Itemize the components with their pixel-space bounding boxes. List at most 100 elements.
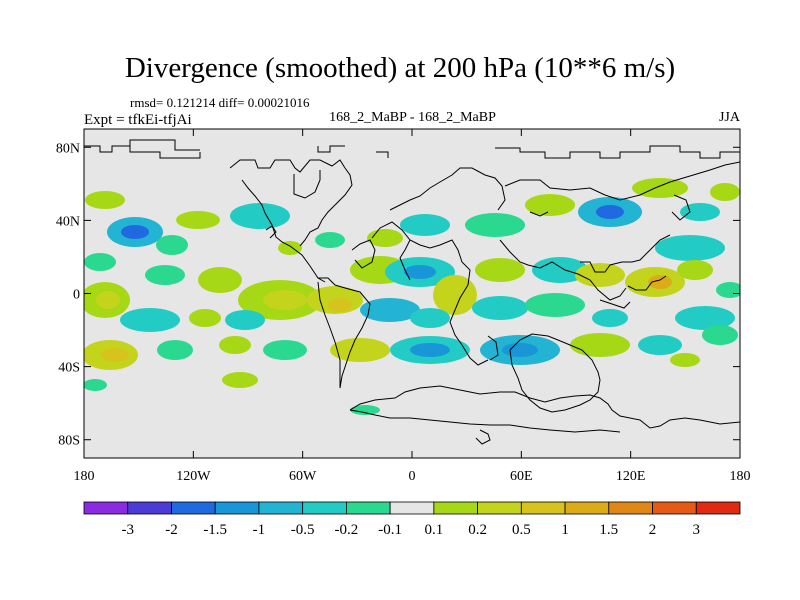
convergence-patch (592, 309, 628, 327)
colorbar-box (83, 501, 129, 515)
colorbar-label: 2 (649, 522, 657, 538)
convergence-core (596, 205, 624, 219)
colorbar-box (477, 501, 522, 515)
coastline (475, 429, 491, 445)
coastline (529, 211, 549, 217)
colorbar-box (214, 501, 260, 515)
convergence-patch (230, 203, 290, 229)
lat-tick-label: 40N (56, 214, 80, 229)
divergence-core (328, 298, 352, 312)
divergence-patch (278, 241, 302, 255)
divergence-patch (433, 275, 477, 315)
divergence-patch (85, 191, 125, 209)
colorbar-box (564, 501, 610, 515)
divergence-patch (219, 336, 251, 354)
colorbar-label: 0.2 (468, 522, 487, 538)
colorbar-box (258, 501, 304, 515)
lon-tick-label: 180 (74, 469, 95, 480)
colorbar-label: -0.1 (378, 522, 402, 538)
divergence-map: 80N 40N 0 40S 80S 180 120W 60W 0 60E 120E 180 (56, 128, 751, 480)
lon-tick-label: 60E (510, 469, 533, 480)
colorbar-box (608, 501, 653, 515)
convergence-patch (84, 379, 107, 391)
lon-tick-label: 120E (616, 469, 646, 480)
divergence-patch (632, 178, 688, 198)
convergence-patch (472, 296, 528, 320)
coastlines (84, 139, 740, 445)
convergence-core (121, 225, 149, 239)
colorbar-label: 0.5 (512, 522, 531, 538)
coastline (318, 277, 371, 389)
colorbar-label: -3 (121, 522, 134, 538)
divergence-patch (525, 194, 575, 216)
latitude-axis: 80N 40N 0 40S 80S (56, 141, 740, 449)
convergence-core (502, 343, 538, 357)
colorbar-box (520, 501, 566, 515)
coastline (487, 335, 499, 361)
divergence-patch (575, 263, 625, 287)
divergence-patch (198, 267, 242, 293)
divergence-core (101, 348, 129, 362)
coastline (299, 167, 353, 247)
coastline (376, 151, 389, 158)
divergence-field (84, 178, 740, 415)
coastline (627, 275, 667, 291)
lon-tick-label: 180 (730, 469, 751, 480)
convergence-patch (400, 214, 450, 236)
divergence-patch (570, 333, 630, 357)
colorbar-label: -0.2 (335, 522, 359, 538)
coastline (671, 194, 691, 221)
divergence-patch (222, 372, 258, 388)
convergence-patch (225, 310, 265, 330)
coastline (349, 409, 621, 433)
colorbar-label: 1.5 (599, 522, 618, 538)
convergence-core (410, 343, 450, 357)
coastline (495, 145, 740, 159)
convergence-patch (638, 335, 682, 355)
coastline (389, 167, 506, 211)
colorbar-label: 1 (561, 522, 569, 538)
convergence-patch (525, 293, 585, 317)
lat-tick-label: 80N (56, 141, 80, 156)
lon-tick-label: 0 (409, 469, 416, 480)
coastline (499, 239, 627, 301)
divergence-patch (189, 309, 221, 327)
coastline (351, 239, 376, 269)
convergence-patch (532, 257, 588, 283)
coastline (293, 170, 321, 199)
convergence-patch (84, 253, 116, 271)
divergence-core (96, 291, 120, 309)
coastline (580, 234, 671, 273)
colorbar-label: -0.5 (291, 522, 315, 538)
coastline (241, 179, 326, 283)
convergence-patch (410, 308, 450, 328)
colorbar-box (652, 501, 697, 515)
convergence-patch (675, 306, 735, 330)
coastline (229, 159, 346, 173)
lat-tick-label: 0 (73, 288, 80, 303)
convergence-patch (120, 308, 180, 332)
convergence-patch (157, 340, 193, 360)
coastline (265, 225, 277, 239)
rmsd-diff-stats: rmsd= 0.121214 diff= 0.00021016 (130, 95, 310, 110)
convergence-patch (702, 325, 738, 345)
divergence-patch (176, 211, 220, 229)
chart-title: Divergence (smoothed) at 200 hPa (10**6 … (124, 52, 676, 84)
colorbar-label: -2 (165, 522, 178, 538)
divergence-patch (670, 353, 700, 367)
colorbar-label: -1.5 (203, 522, 227, 538)
coastline (317, 281, 341, 388)
season-label: JJA (718, 110, 740, 125)
coastline (399, 239, 411, 281)
convergence-patch (465, 213, 525, 237)
coastline (504, 161, 740, 201)
lon-tick-label: 60W (289, 469, 317, 480)
experiment-label: Expt = tfkEi-tfjAi (84, 112, 192, 128)
lat-tick-label: 80S (58, 434, 80, 449)
colorbar-box (433, 501, 479, 515)
coastline (120, 139, 200, 151)
coastline (599, 299, 631, 309)
convergence-patch (156, 235, 188, 255)
divergence-patch (710, 183, 740, 201)
